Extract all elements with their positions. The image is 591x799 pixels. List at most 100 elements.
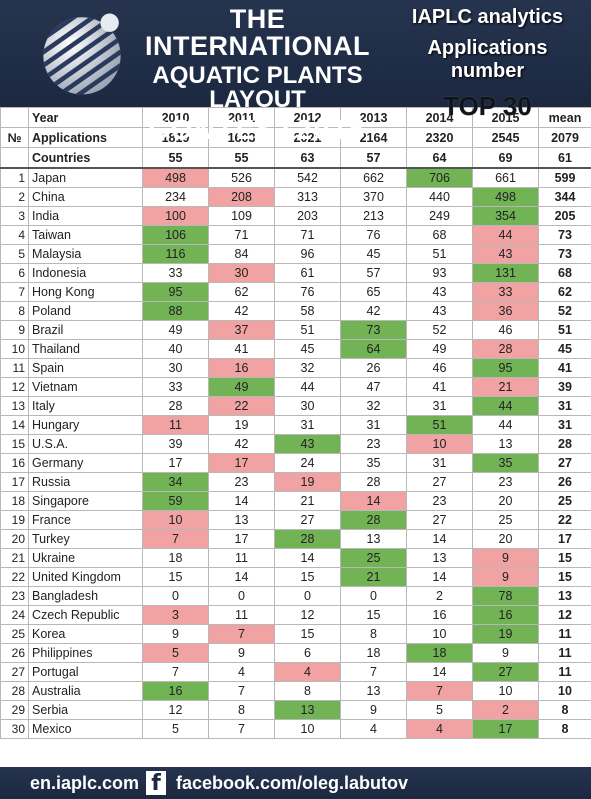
value-cell: 28 [340,472,407,492]
table-row: 5 Malaysia 116 84 96 45 51 43 73 [0,244,591,264]
mean-cell: 10 [538,681,591,701]
value-cell: 27 [472,662,539,682]
mean-cell: 28 [538,434,591,454]
value-cell: 45 [274,339,341,359]
value-cell: 30 [208,263,275,283]
value-cell: 39 [142,434,209,454]
rank-cell: 20 [0,529,29,549]
value-cell: 73 [340,320,407,340]
countries-cell: 63 [274,147,341,169]
rank-cell: 6 [0,263,29,283]
rank-cell: 27 [0,662,29,682]
value-cell: 34 [142,472,209,492]
table-row: 4 Taiwan 106 71 71 76 68 44 73 [0,225,591,245]
value-cell: 16 [208,358,275,378]
value-cell: 32 [340,396,407,416]
rank-cell: 8 [0,301,29,321]
value-cell: 706 [406,167,473,188]
blank-cell [0,147,29,169]
applications-row: № Applications 1819 1603 2021 2164 2320 … [0,127,591,148]
value-cell: 51 [406,244,473,264]
mean-cell: 17 [538,529,591,549]
mean-cell: 8 [538,719,591,739]
value-cell: 526 [208,167,275,188]
value-cell: 6 [274,643,341,663]
table-row: 1 Japan 498 526 542 662 706 661 599 [0,167,591,188]
value-cell: 498 [142,167,209,188]
rank-cell: 28 [0,681,29,701]
country-name: Portugal [28,662,143,682]
country-name: United Kingdom [28,567,143,587]
value-cell: 51 [274,320,341,340]
value-cell: 7 [340,662,407,682]
rank-cell: 24 [0,605,29,625]
table-row: 24 Czech Republic 3 11 12 15 16 16 12 [0,605,591,625]
value-cell: 14 [406,529,473,549]
value-cell: 33 [142,263,209,283]
value-cell: 11 [142,415,209,435]
value-cell: 14 [406,662,473,682]
value-cell: 62 [208,282,275,302]
value-cell: 234 [142,187,209,207]
value-cell: 15 [340,605,407,625]
value-cell: 57 [340,263,407,283]
top-label: TOP 30 [443,91,532,121]
mean-cell: 68 [538,263,591,283]
value-cell: 47 [340,377,407,397]
mean-cell: 344 [538,187,591,207]
rank-cell: 12 [0,377,29,397]
value-cell: 0 [142,586,209,606]
value-cell: 51 [406,415,473,435]
countries-row: Countries 55 55 63 57 64 69 61 [0,147,591,169]
value-cell: 661 [472,167,539,188]
country-name: Japan [28,167,143,188]
country-name: Hong Kong [28,282,143,302]
applications-cell: 1603 [208,127,275,148]
value-cell: 440 [406,187,473,207]
country-name: Turkey [28,529,143,549]
value-cell: 21 [274,491,341,511]
value-cell: 28 [274,529,341,549]
mean-cell: 31 [538,396,591,416]
value-cell: 8 [208,700,275,720]
value-cell: 5 [142,643,209,663]
table-row: 22 United Kingdom 15 14 15 21 14 9 15 [0,567,591,587]
countries-cell: 64 [406,147,473,169]
value-cell: 36 [472,301,539,321]
value-cell: 41 [406,377,473,397]
value-cell: 84 [208,244,275,264]
table-row: 18 Singapore 59 14 21 14 23 20 25 [0,491,591,511]
value-cell: 23 [472,472,539,492]
country-name: Thailand [28,339,143,359]
value-cell: 14 [274,548,341,568]
country-name: France [28,510,143,530]
value-cell: 9 [208,643,275,663]
rank-cell: 10 [0,339,29,359]
value-cell: 23 [340,434,407,454]
value-cell: 31 [274,415,341,435]
rank-cell: 15 [0,434,29,454]
value-cell: 31 [406,396,473,416]
facebook-link[interactable]: facebook.com/oleg.labutov [176,773,409,793]
table-row: 8 Poland 88 42 58 42 43 36 52 [0,301,591,321]
mean-cell: 73 [538,244,591,264]
country-name: Russia [28,472,143,492]
value-cell: 16 [142,681,209,701]
table-row: 14 Hungary 11 19 31 31 51 44 31 [0,415,591,435]
rank-cell: 18 [0,491,29,511]
country-name: Hungary [28,415,143,435]
value-cell: 44 [472,396,539,416]
mean-cell: 51 [538,320,591,340]
value-cell: 45 [340,244,407,264]
blank-cell [0,107,29,128]
value-cell: 22 [208,396,275,416]
rank-cell: 4 [0,225,29,245]
subtitle: Applications number [427,37,548,82]
value-cell: 40 [142,339,209,359]
value-cell: 17 [208,529,275,549]
table-row: 12 Vietnam 33 49 44 47 41 21 39 [0,377,591,397]
country-name: Brazil [28,320,143,340]
value-cell: 76 [340,225,407,245]
site-link[interactable]: en.iaplc.com [30,773,140,793]
rank-cell: 9 [0,320,29,340]
